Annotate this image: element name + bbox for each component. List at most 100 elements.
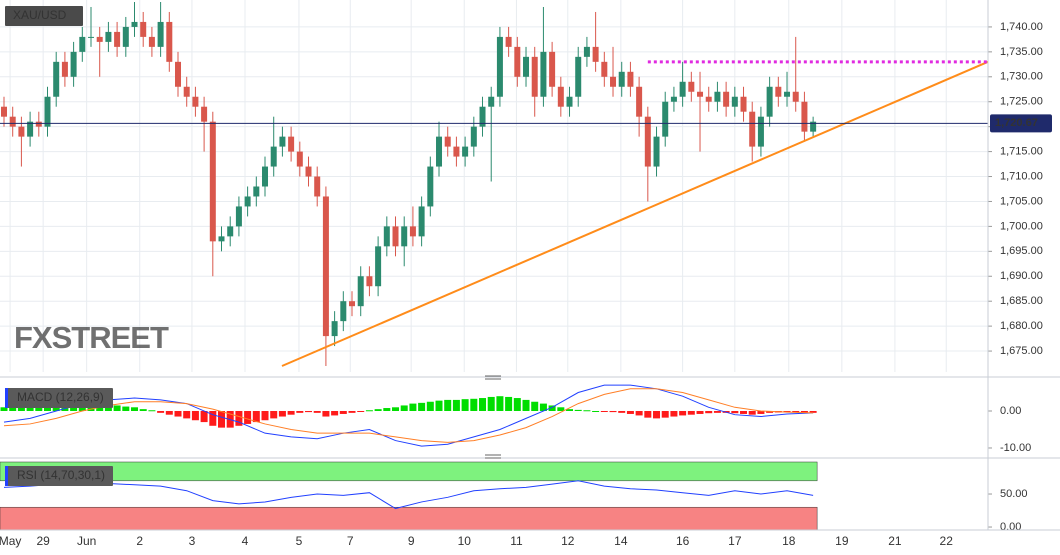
candle-body — [253, 186, 260, 197]
histogram-bar — [218, 410, 226, 428]
histogram-bar — [348, 410, 356, 413]
x-tick-label: 12 — [561, 534, 575, 548]
candle-body — [322, 196, 329, 337]
candle-body — [296, 151, 303, 167]
candle-body — [305, 166, 312, 177]
histogram-bar — [270, 410, 278, 419]
histogram-bar — [757, 410, 765, 414]
indicator-line — [3, 384, 814, 447]
histogram-bar — [635, 410, 643, 416]
histogram-bar — [809, 410, 817, 413]
x-tick-label: 22 — [940, 534, 954, 548]
candle-body — [731, 96, 738, 107]
candle-body — [140, 21, 147, 37]
histogram-bar — [557, 407, 565, 411]
x-tick-label: 3 — [189, 534, 196, 548]
histogram-bar — [600, 410, 608, 412]
y-tick-label: 1,715.00 — [1000, 145, 1043, 157]
histogram-bar — [131, 407, 139, 411]
histogram-bar — [9, 405, 17, 411]
candle-body — [88, 36, 95, 38]
y-tick-label: 1,690.00 — [1000, 270, 1043, 282]
histogram-bar — [17, 405, 25, 411]
trendline — [281, 60, 989, 367]
histogram-bar — [444, 399, 452, 411]
candle-body — [201, 106, 208, 122]
histogram-bar — [513, 398, 521, 411]
candle-body — [557, 86, 564, 107]
histogram-bar — [392, 407, 400, 411]
candle-body — [131, 21, 138, 27]
histogram-bar — [400, 405, 408, 411]
candle-body — [462, 146, 469, 157]
y-tick-label: 0.00 — [1000, 521, 1021, 533]
histogram-bar — [139, 409, 147, 411]
layers: 1,675.00 1,680.00 1,685.00 1,690.00 1,695.00… — [0, 0, 1052, 548]
histogram-bar — [26, 405, 34, 411]
candle-body — [653, 136, 660, 167]
candle-body — [375, 246, 382, 287]
x-tick-label: 2 — [136, 534, 143, 548]
candle-body — [9, 116, 16, 127]
candle-body — [618, 71, 625, 87]
histogram-bar — [409, 403, 417, 411]
histogram-bar — [644, 410, 652, 418]
histogram-bar — [800, 410, 808, 413]
overbought-band — [0, 461, 818, 482]
candle-body — [610, 76, 617, 87]
histogram-bar — [157, 410, 165, 413]
candle-body — [636, 86, 643, 117]
histogram-bar — [452, 399, 460, 411]
histogram-bar — [357, 410, 365, 412]
candle-body — [523, 56, 530, 77]
histogram-bar — [731, 410, 739, 414]
candle-body — [314, 176, 321, 197]
y-tick-label: 1,700.00 — [1000, 220, 1043, 232]
y-tick-label: 50.00 — [1000, 488, 1028, 500]
candle-body — [479, 106, 486, 127]
candle-body — [505, 36, 512, 47]
candle-body — [227, 226, 234, 237]
title-accent — [5, 388, 8, 408]
histogram-bar — [174, 410, 182, 417]
histogram-bar — [191, 410, 199, 421]
histogram-bar — [435, 400, 443, 411]
histogram-bar — [287, 410, 295, 415]
candle-body — [583, 46, 590, 57]
candle-body — [122, 26, 129, 47]
x-tick-label: 16 — [676, 534, 690, 548]
histogram-bar — [679, 410, 687, 416]
candle-body — [496, 36, 503, 97]
histogram-bar — [740, 410, 748, 414]
histogram-bar — [496, 396, 504, 411]
panel-title: MACD (12,26,9) — [17, 390, 104, 404]
candle-body — [679, 81, 686, 97]
histogram-bar — [766, 410, 774, 413]
candle-body — [531, 56, 538, 97]
candle-body — [792, 91, 799, 102]
candle-body — [166, 21, 173, 62]
candle-body — [714, 91, 721, 102]
x-tick-label: 14 — [614, 534, 628, 548]
candle-body — [1, 106, 8, 117]
histogram-bar — [592, 410, 600, 412]
y-tick-label: 1,695.00 — [1000, 245, 1043, 257]
histogram-bar — [261, 410, 269, 421]
candle-body — [18, 126, 25, 137]
y-tick-label: 1,740.00 — [1000, 21, 1043, 33]
y-tick-label: -10.00 — [1000, 442, 1031, 454]
x-tick-label: 4 — [242, 534, 249, 548]
histogram-bar — [122, 406, 130, 411]
histogram-bar — [365, 410, 373, 412]
histogram-bar — [653, 410, 661, 419]
histogram-bar — [235, 410, 243, 426]
histogram-bar — [487, 396, 495, 411]
candle-body — [262, 166, 269, 187]
candle-body — [723, 91, 730, 107]
candle-body — [401, 226, 408, 247]
x-tick-label: 10 — [458, 534, 472, 548]
candle-body — [418, 206, 425, 237]
histogram-bar — [696, 410, 704, 414]
histogram-bar — [296, 410, 304, 413]
x-tick-label: 18 — [782, 534, 796, 548]
